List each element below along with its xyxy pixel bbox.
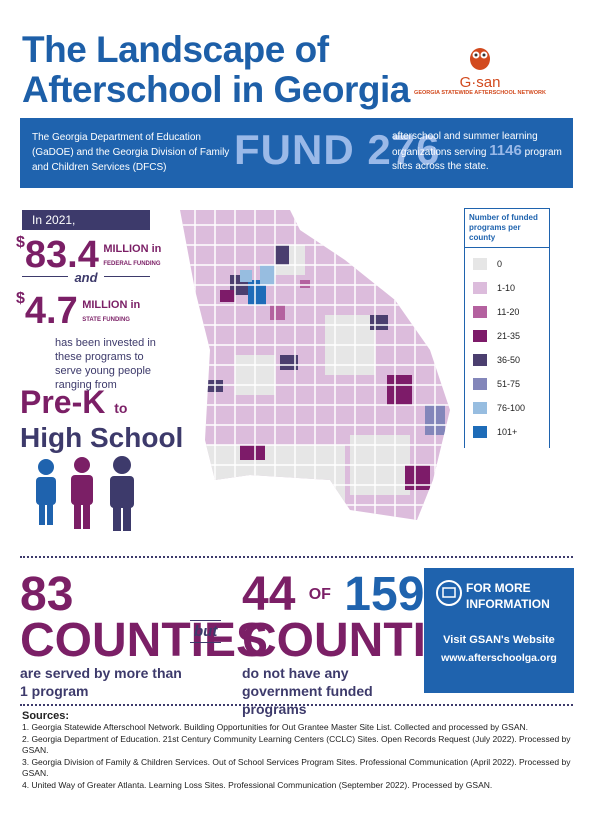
- legend-swatch: [473, 258, 487, 270]
- legend-items: 0 1-10 11-20 21-35 36-50 51-75 76-100 101+: [465, 248, 549, 448]
- year-tag: In 2021,: [22, 210, 150, 230]
- stat-word: COUNTIES: [20, 614, 269, 667]
- legend-swatch: [473, 330, 487, 342]
- info-url[interactable]: www.afterschoolga.org: [441, 652, 557, 664]
- fund-word: FUND: [234, 126, 355, 173]
- legend-label: 21-35: [497, 331, 521, 341]
- legend-item: 1-10: [473, 276, 549, 300]
- logo-name: G·san: [459, 74, 501, 91]
- stat-served: 83 COUNTIES are served by more than 1 pr…: [20, 568, 269, 700]
- logo-tagline: GEORGIA STATEWIDE AFTERSCHOOL NETWORK: [414, 90, 546, 96]
- legend: Number of funded programs per county 0 1-…: [464, 208, 550, 448]
- legend-item: 0: [473, 252, 549, 276]
- source-item: 1. Georgia Statewide Afterschool Network…: [22, 722, 528, 732]
- range-start-text: Pre-K: [20, 384, 106, 420]
- title: The Landscape of Afterschool in Georgia: [22, 30, 410, 110]
- info-heading: FOR MORE INFORMATION: [466, 581, 550, 611]
- federal-unit: MILLION in: [103, 243, 162, 255]
- currency: $: [16, 290, 25, 307]
- info-box: FOR MORE INFORMATION Visit GSAN's Websit…: [424, 568, 574, 693]
- fund-number: 276: [367, 126, 441, 173]
- banner-text: afterschool and summer learning organiza…: [392, 131, 538, 158]
- federal-amount: 83.4: [24, 234, 99, 276]
- but: but: [190, 620, 222, 643]
- legend-label: 1-10: [497, 283, 516, 293]
- sites-number: 1146: [489, 142, 522, 159]
- web-icon: [436, 580, 462, 606]
- stat-number: 44: [242, 568, 296, 621]
- title-line: Afterschool in Georgia: [22, 69, 410, 110]
- people-icons: [36, 456, 134, 531]
- sources: Sources: 1. Georgia Statewide Afterschoo…: [22, 710, 572, 792]
- legend-label: 51-75: [497, 379, 521, 389]
- state-unit: MILLION in: [82, 299, 141, 311]
- legend-item: 101+: [473, 420, 549, 444]
- legend-label: 0: [497, 259, 503, 269]
- legend-swatch: [473, 378, 487, 390]
- legend-item: 76-100: [473, 396, 549, 420]
- map: [180, 210, 450, 520]
- source-item: 2. Georgia Department of Education. 21st…: [22, 734, 571, 755]
- funding-body: has been invested in these programs to s…: [55, 337, 156, 391]
- banner: The Georgia Department of Education (GaD…: [20, 118, 573, 188]
- banner-text: program sites across the state.: [392, 147, 562, 172]
- range-end: High School: [20, 422, 184, 453]
- legend-title: Number of funded programs per county: [465, 209, 549, 248]
- sources-title: Sources:: [22, 710, 70, 722]
- legend-item: 36-50: [473, 348, 549, 372]
- legend-item: 11-20: [473, 300, 549, 324]
- legend-label: 11-20: [497, 307, 520, 317]
- range-to: to: [114, 400, 128, 416]
- stat-of: OF: [308, 586, 331, 603]
- stat-total: 159: [344, 568, 425, 621]
- stat-text: are served by more than 1 program: [20, 665, 182, 699]
- source-item: 3. Georgia Division of Family & Children…: [22, 757, 571, 778]
- legend-item: 21-35: [473, 324, 549, 348]
- legend-item: 51-75: [473, 372, 549, 396]
- logo: G·san GEORGIA STATEWIDE AFTERSCHOOL NETW…: [405, 44, 555, 96]
- state-amount: 4.7: [24, 290, 78, 332]
- legend-swatch: [473, 354, 487, 366]
- currency: $: [16, 234, 25, 251]
- banner-left: The Georgia Department of Education (GaD…: [32, 132, 230, 173]
- source-list: 1. Georgia Statewide Afterschool Network…: [22, 722, 572, 791]
- banner-right: afterschool and summer learning organiza…: [392, 130, 567, 174]
- legend-swatch: [473, 282, 487, 294]
- stat-number: 83: [20, 568, 74, 621]
- legend-label: 36-50: [497, 355, 521, 365]
- owl-icon: [470, 48, 490, 70]
- legend-swatch: [473, 306, 487, 318]
- federal-funding: $83.4 MILLION in FEDERAL FUNDING: [16, 234, 161, 277]
- range-start: Pre-K to: [20, 384, 127, 421]
- joiner: and: [22, 270, 150, 285]
- legend-label: 76-100: [497, 403, 526, 413]
- legend-swatch: [473, 426, 487, 438]
- title-line: The Landscape of: [22, 29, 329, 70]
- legend-swatch: [473, 402, 487, 414]
- counties: [180, 210, 450, 520]
- legend-label: 101+: [497, 427, 518, 437]
- divider: [20, 704, 573, 706]
- state-kind: STATE FUNDING: [82, 317, 130, 323]
- divider: [20, 556, 573, 558]
- source-item: 4. United Way of Greater Atlanta. Learni…: [22, 780, 493, 790]
- fund-statement: FUND 276: [234, 126, 440, 174]
- state-funding: $4.7 MILLION in STATE FUNDING: [16, 290, 140, 333]
- info-visit: Visit GSAN's Website: [443, 634, 555, 646]
- federal-kind: FEDERAL FUNDING: [103, 261, 161, 267]
- joiner-text: and: [68, 270, 104, 285]
